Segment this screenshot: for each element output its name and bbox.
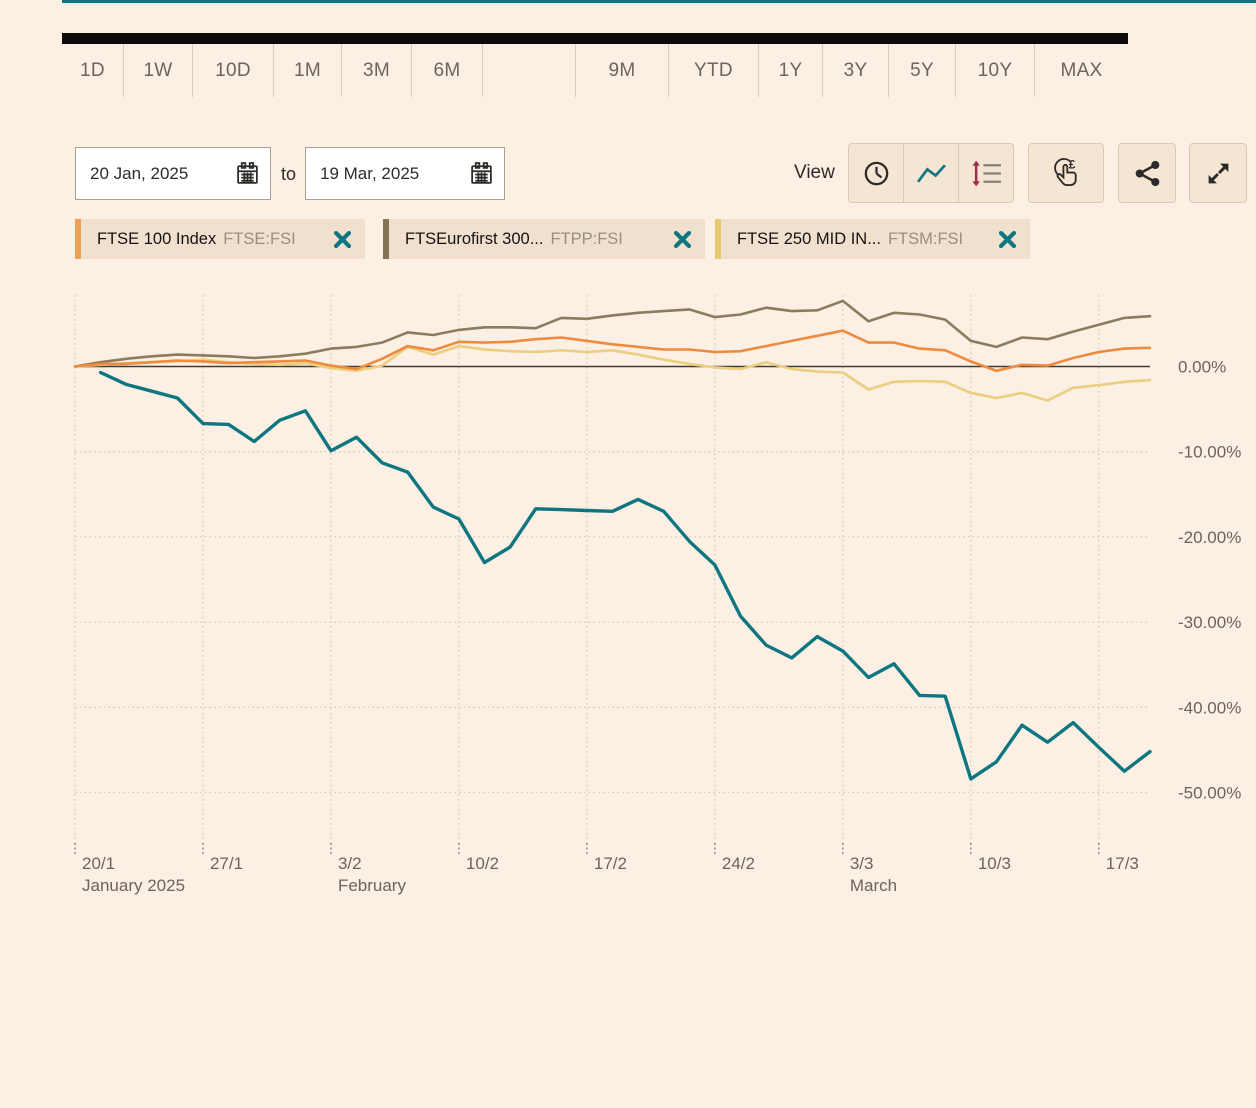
range-tab-9m[interactable]: 9M (576, 44, 669, 97)
price-chart: 20/1 January 2025 27/1 3/2 February 10/2 17/2 2… (73, 295, 1241, 895)
x-axis-label: 17/3 (1106, 854, 1139, 873)
x-axis-label: 10/3 (978, 854, 1011, 873)
date-from-value: 20 Jan, 2025 (90, 163, 189, 183)
compare-view-button[interactable] (959, 144, 1013, 202)
x-axis-label: 10/2 (466, 854, 499, 873)
x-axis-label: 24/2 (722, 854, 755, 873)
share-icon (1134, 160, 1161, 187)
series-chip-symbol: FTSE:FSI (223, 229, 296, 248)
range-tab-3m[interactable]: 3M (342, 44, 412, 97)
x-axis-label: 3/3 (850, 854, 874, 873)
series-chip-label: FTSE 250 MID IN... (737, 229, 881, 248)
range-tab-1m[interactable]: 1M (274, 44, 342, 97)
date-range-to-label: to (281, 164, 297, 184)
remove-series-button[interactable] (673, 230, 692, 249)
y-axis-label: -10.00% (1178, 443, 1241, 462)
x-axis-label: 27/1 (210, 854, 243, 873)
y-axis-label: -30.00% (1178, 613, 1241, 632)
range-tab-1y[interactable]: 1Y (759, 44, 823, 97)
x-axis-label: 20/1 (82, 854, 115, 873)
date-from-input[interactable]: 20 Jan, 2025 (75, 147, 271, 200)
range-tab-spacer (483, 44, 576, 97)
range-tab-1w[interactable]: 1W (124, 44, 193, 97)
range-tab-ytd[interactable]: YTD (669, 44, 759, 97)
series-chip-label: FTSEurofirst 300... (405, 229, 544, 248)
range-tab-max[interactable]: MAX (1060, 59, 1103, 81)
calendar-icon[interactable] (469, 161, 494, 186)
series-line-ftse100 (73, 329, 1152, 373)
range-tab-6m[interactable]: 6M (412, 44, 483, 97)
line-chart-icon (916, 160, 947, 187)
range-tabs: 1D 1W 10D 1M 3M 6M 9M YTD 1Y 3Y 5Y 10Y MAX (62, 44, 1128, 97)
close-x-icon (998, 230, 1017, 249)
y-axis-label: 0.00% (1178, 358, 1226, 377)
date-to-value: 19 Mar, 2025 (320, 163, 420, 183)
y-axis-label: -20.00% (1178, 528, 1241, 547)
clock-icon (862, 159, 891, 188)
x-axis-label: 3/2 (338, 854, 362, 873)
expand-icon (1205, 160, 1232, 187)
calendar-icon[interactable] (235, 161, 260, 186)
series-line-ftseurofirst300 (73, 299, 1152, 368)
series-chip-ftsm-fsi: FTSE 250 MID IN... FTSM:FSI (715, 219, 1030, 259)
top-accent-rule (62, 0, 1256, 3)
interactive-chart-button[interactable]: £ (1028, 143, 1104, 203)
x-axis-month-label: March (850, 876, 897, 895)
range-tab-5y[interactable]: 5Y (889, 44, 956, 97)
view-label: View (794, 162, 835, 183)
series-chip-symbol: FTSM:FSI (887, 229, 964, 248)
series-chip-ftse-fsi: FTSE 100 Index FTSE:FSI (75, 219, 365, 259)
date-to-input[interactable]: 19 Mar, 2025 (305, 147, 505, 200)
range-tab-10y[interactable]: 10Y (956, 44, 1035, 97)
x-axis-label: 17/2 (594, 854, 627, 873)
series-line-ftse250mid (73, 344, 1152, 402)
interactive-pound-icon: £ (1050, 157, 1083, 190)
series-color-bar (75, 219, 81, 259)
x-axis-month-label: January 2025 (82, 876, 185, 895)
series-color-bar (715, 219, 721, 259)
remove-series-button[interactable] (998, 230, 1017, 249)
series-line-main (98, 370, 1152, 781)
y-axis-label: -40.00% (1178, 698, 1241, 717)
range-tab-1d[interactable]: 1D (62, 44, 124, 97)
remove-series-button[interactable] (333, 230, 352, 249)
expand-button[interactable] (1189, 143, 1247, 203)
line-chart-view-button[interactable] (904, 144, 959, 202)
range-bar-top-border (62, 33, 1128, 44)
close-x-icon (673, 230, 692, 249)
compare-arrows-icon (971, 160, 1002, 187)
y-axis-label: -50.00% (1178, 784, 1241, 803)
series-color-bar (383, 219, 389, 259)
series-chip-label: FTSE 100 Index (97, 229, 217, 248)
view-mode-button-group (848, 143, 1014, 203)
svg-text:£: £ (1068, 157, 1075, 171)
series-chip-symbol: FTPP:FSI (550, 229, 623, 248)
series-chip-ftpp-fsi: FTSEurofirst 300... FTPP:FSI (383, 219, 705, 259)
range-tab-10d[interactable]: 10D (193, 44, 274, 97)
range-tab-3y[interactable]: 3Y (823, 44, 889, 97)
x-axis-month-label: February (338, 876, 407, 895)
past-performance-button[interactable] (849, 144, 904, 202)
series-chips: FTSE 100 Index FTSE:FSI FTSEurofirst 300..… (0, 219, 1256, 259)
close-x-icon (333, 230, 352, 249)
share-button[interactable] (1118, 143, 1176, 203)
